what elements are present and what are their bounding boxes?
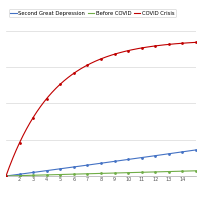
Line: COVID Crisis: COVID Crisis	[6, 42, 196, 176]
Legend: Second Great Depression, Before COVID, COVID Crisis: Second Great Depression, Before COVID, C…	[9, 9, 176, 17]
Second Great Depression	[96, 163, 99, 165]
Second Great Depression	[95, 163, 97, 165]
COVID Crisis	[108, 55, 110, 57]
Before COVID	[108, 172, 110, 174]
Before COVID	[5, 175, 7, 177]
Second Great Depression	[161, 154, 163, 156]
COVID Crisis	[161, 44, 163, 46]
Second Great Depression	[118, 160, 120, 162]
Before COVID	[95, 172, 97, 175]
Second Great Depression	[190, 149, 193, 152]
COVID Crisis	[118, 52, 120, 54]
Before COVID	[161, 171, 163, 173]
COVID Crisis	[96, 59, 99, 62]
COVID Crisis	[95, 60, 97, 62]
Second Great Depression	[195, 149, 197, 151]
Before COVID	[96, 172, 99, 175]
COVID Crisis	[195, 41, 197, 44]
Before COVID	[195, 170, 197, 172]
Before COVID	[118, 172, 120, 174]
COVID Crisis	[190, 41, 193, 44]
COVID Crisis	[5, 175, 7, 177]
Line: Second Great Depression: Second Great Depression	[6, 150, 196, 176]
Second Great Depression	[5, 175, 7, 177]
Before COVID	[190, 170, 193, 172]
Line: Before COVID: Before COVID	[6, 171, 196, 176]
Second Great Depression	[108, 161, 110, 163]
